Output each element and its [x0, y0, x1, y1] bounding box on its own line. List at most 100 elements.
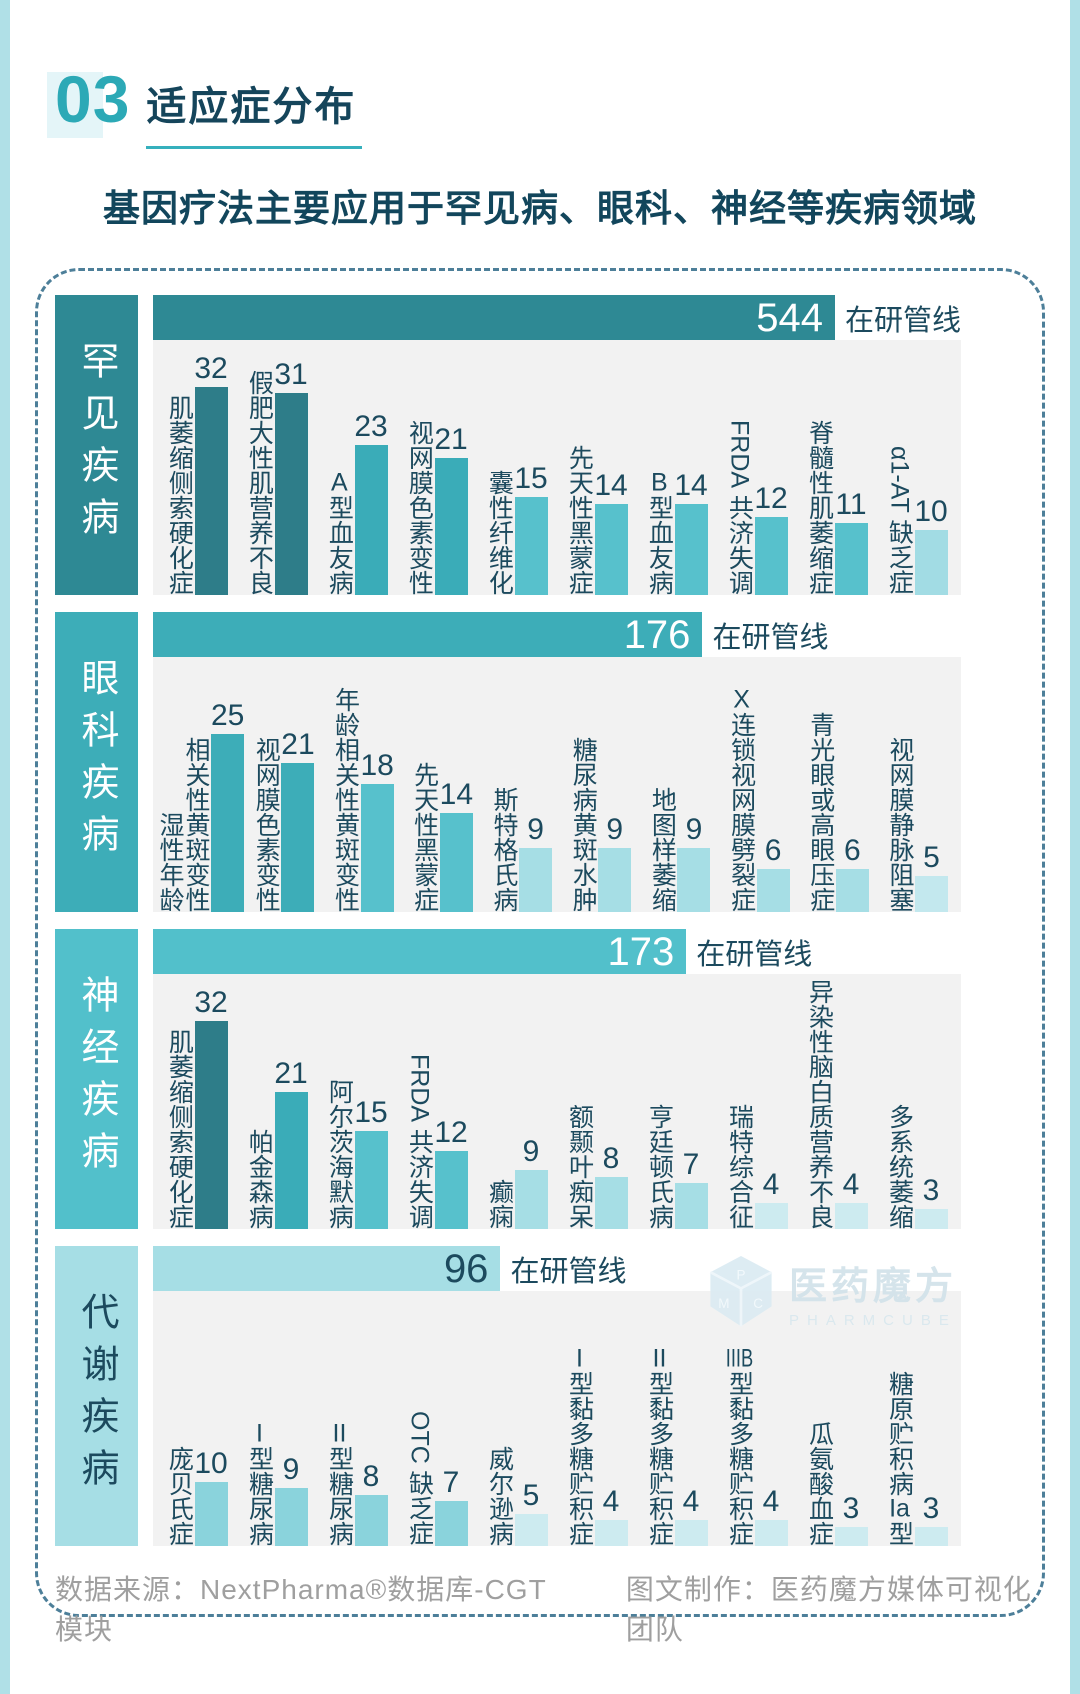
disease-label-column: 瓜氨酸血症	[805, 1421, 834, 1546]
disease-bar	[274, 393, 308, 595]
disease-label-column: 肌萎缩侧索硬化症	[165, 395, 194, 595]
disease-bar-slot: 瑞特综合征 4	[717, 974, 797, 1229]
disease-bar-value: 8	[362, 1460, 380, 1493]
disease-bar-value: 14	[439, 778, 474, 811]
bar-column: 5	[914, 841, 948, 912]
bar-column: 8	[594, 1142, 628, 1229]
bar-column: 18	[360, 749, 394, 912]
bar-column: 23	[354, 410, 388, 595]
disease-bar	[914, 530, 948, 595]
disease-label: α1-AT 缺乏症	[885, 446, 913, 595]
disease-bar-slot: I型黏多糖贮积症 4	[557, 1291, 637, 1546]
bar-column: 9	[677, 813, 711, 912]
disease-label-column: 斯特格氏病	[490, 787, 519, 912]
disease-bar-slot: II型黏多糖贮积症 4	[637, 1291, 717, 1546]
disease-label: 瓜氨酸血症	[805, 1421, 834, 1546]
disease-label: 湿性年龄 相关性黄斑变性	[156, 737, 210, 912]
disease-bar-slot: A型血友病 23	[317, 340, 397, 595]
disease-label-column: X连锁视网膜劈裂症	[727, 687, 756, 912]
disease-bar-value: 18	[360, 749, 394, 782]
disease-bar-value: 4	[602, 1485, 620, 1518]
bar-column: 32	[194, 352, 228, 595]
disease-label-column: 糖尿病黄斑水肿	[569, 737, 598, 912]
disease-bar-slot: 多系统萎缩 3	[877, 974, 957, 1229]
disease-label: FRDA 共济失调	[405, 1054, 433, 1229]
disease-bar-value: 12	[434, 1116, 468, 1149]
bar-plot-area: 肌萎缩侧索硬化症 32 帕金森病 21 阿尔茨海默病 15 FRDA 共济失调 12 癫痫 9 额颞…	[153, 974, 961, 1229]
disease-label: 地图样萎缩	[648, 787, 677, 912]
indication-sections: 罕见疾病 544 在研管线 肌萎缩侧索硬化症 32 假肥大性肌营养不良 31 A型血友病 23 视…	[55, 295, 1042, 1546]
disease-bar	[754, 517, 788, 595]
disease-bar-value: 4	[682, 1485, 700, 1518]
disease-label-column: 瑞特综合征	[725, 1104, 754, 1229]
bar-column: 21	[434, 423, 468, 595]
disease-bar-value: 7	[442, 1466, 460, 1499]
bar-column: 21	[281, 728, 315, 912]
disease-label: II型糖尿病	[326, 1421, 354, 1546]
disease-category-sidebar: 罕见疾病	[55, 295, 138, 595]
disease-bar-slot: FRDA 共济失调 12	[717, 340, 797, 595]
disease-bar-slot: 湿性年龄 相关性黄斑变性 25	[156, 657, 244, 912]
bar-column: 14	[674, 469, 708, 595]
pipeline-total-band: 544 在研管线	[153, 295, 961, 340]
page-edge-strip-left	[0, 0, 10, 1694]
disease-bar-value: 6	[843, 834, 861, 867]
disease-bar-slot: 先天性黑蒙症 14	[403, 657, 482, 912]
disease-bar	[834, 1527, 868, 1546]
disease-label-column: 地图样萎缩	[648, 787, 677, 912]
bar-column: 8	[354, 1460, 388, 1546]
disease-bar	[194, 1021, 228, 1229]
bar-column: 9	[519, 813, 553, 912]
disease-label: 脊髓性肌萎缩症	[806, 420, 834, 595]
pipeline-total-bar: 96	[153, 1246, 501, 1291]
indication-section-row: 罕见疾病 544 在研管线 肌萎缩侧索硬化症 32 假肥大性肌营养不良 31 A型血友病 23 视…	[55, 295, 1042, 595]
disease-bar-slot: 肌萎缩侧索硬化症 32	[157, 340, 237, 595]
bar-plot-area: 庞贝氏症 10 I型糖尿病 9 II型糖尿病 8 OTC 缺乏症 7 威尔逊病 5 I型黏多糖贮积症…	[153, 1291, 961, 1546]
disease-bar	[354, 445, 388, 595]
disease-bar-slot: 视网膜色素变性 21	[244, 657, 323, 912]
dashed-content-board: 罕见疾病 544 在研管线 肌萎缩侧索硬化症 32 假肥大性肌营养不良 31 A型血友病 23 视…	[35, 268, 1045, 1645]
disease-bar	[514, 1170, 548, 1229]
disease-bar-slot: 瓜氨酸血症 3	[797, 1291, 877, 1546]
bar-column: 12	[754, 482, 788, 595]
disease-bar	[439, 813, 473, 912]
disease-bar	[834, 523, 868, 595]
disease-bar-slot: 脊髓性肌萎缩症 11	[797, 340, 877, 595]
disease-bar-slot: 亨廷顿氏病 7	[637, 974, 717, 1229]
pipeline-total-value: 176	[623, 612, 691, 657]
disease-label-column: 亨廷顿氏病	[645, 1104, 674, 1229]
disease-bar-slot: 地图样萎缩 9	[640, 657, 719, 912]
disease-bar-slot: 假肥大性肌营养不良 31	[237, 340, 317, 595]
pipeline-total-bar: 173	[153, 929, 687, 974]
disease-label: 异染性脑白质营养不良	[806, 979, 834, 1229]
disease-label: 视网膜静脉阻塞	[886, 737, 914, 912]
pipeline-total-value: 544	[756, 295, 823, 340]
disease-bar	[194, 387, 228, 595]
disease-label-column: 先天性黑蒙症	[410, 762, 439, 912]
disease-bar-value: 3	[922, 1174, 940, 1207]
disease-bar-slot: 威尔逊病 5	[477, 1291, 557, 1546]
bar-column: 10	[194, 1447, 228, 1546]
disease-label-column: B型血友病	[645, 470, 674, 595]
disease-label: 肌萎缩侧索硬化症	[165, 1029, 193, 1229]
disease-bar-value: 9	[522, 1135, 540, 1168]
disease-label-column: A型血友病	[325, 470, 354, 595]
bar-column: 4	[754, 1485, 788, 1546]
disease-bar-slot: 囊性纤维化 15	[477, 340, 557, 595]
disease-bar-value: 3	[842, 1492, 860, 1525]
disease-bar-value: 9	[606, 813, 624, 846]
bar-column: 9	[274, 1453, 308, 1546]
disease-bar-slot: 帕金森病 21	[237, 974, 317, 1229]
disease-bar	[594, 1520, 628, 1546]
disease-bar-value: 4	[762, 1168, 780, 1201]
bar-column: 15	[514, 462, 548, 595]
disease-label: 额颞叶痴呆	[566, 1104, 594, 1229]
title-underline	[146, 146, 363, 149]
disease-label-column: 相关性黄斑变性	[182, 737, 210, 912]
disease-bar-value: 12	[754, 482, 788, 515]
disease-bar-slot: B型血友病 14	[637, 340, 717, 595]
disease-label: B型血友病	[645, 470, 674, 595]
footer: 数据来源：NextPharma®数据库-CGT模块 图文制作：医药魔方媒体可视化…	[55, 1568, 1042, 1648]
bar-column: 5	[514, 1479, 548, 1546]
disease-category-sidebar: 眼科疾病	[55, 612, 138, 912]
